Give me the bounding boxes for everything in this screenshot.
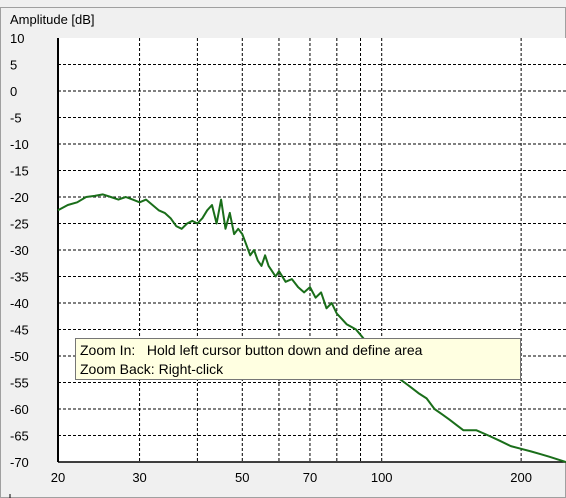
y-tick-label: -15	[10, 164, 29, 179]
y-tick-label: -55	[10, 376, 29, 391]
y-tick-label: -10	[10, 137, 29, 152]
x-tick-label: 100	[371, 470, 393, 485]
tooltip-line-zoom-back: Zoom Back: Right-click	[80, 361, 224, 377]
y-tick-label: -20	[10, 190, 29, 205]
amplitude-series-line	[57, 193, 566, 463]
y-tick-label: -65	[10, 429, 29, 444]
y-tick-label: -30	[10, 243, 29, 258]
x-tick-label: 200	[510, 470, 532, 485]
x-tick-label: 50	[235, 470, 249, 485]
y-tick-label: -25	[10, 217, 29, 232]
y-tick-label: -45	[10, 323, 29, 338]
y-tick-label: -35	[10, 270, 29, 285]
x-tick-label: 70	[303, 470, 317, 485]
y-tick-label: -50	[10, 349, 29, 364]
tooltip-line-zoom-in: Zoom In: Hold left cursor button down an…	[80, 342, 423, 358]
y-tick-label: 10	[10, 31, 24, 46]
series-layer	[57, 193, 566, 463]
y-tick-label: 5	[10, 58, 17, 73]
zoom-tooltip: Zoom In: Hold left cursor button down an…	[75, 338, 521, 380]
y-tick-label: 0	[10, 84, 17, 99]
y-tick-label: -60	[10, 402, 29, 417]
y-tick-labels: 10 5 0 -5 -10 -15 -20 -25 -30 -35 -40 -45 -50 -55 -60 -…	[10, 31, 29, 470]
grid-lines	[58, 38, 566, 462]
y-tick-label: -40	[10, 296, 29, 311]
y-tick-label: -70	[10, 455, 29, 470]
x-tick-label: 30	[132, 470, 146, 485]
x-tick-label: 20	[51, 470, 65, 485]
y-axis-title: Amplitude [dB]	[10, 12, 95, 27]
x-tick-labels: 20 30 50 70 100 200	[51, 470, 532, 485]
plot-area[interactable]	[58, 38, 566, 462]
y-tick-label: -5	[10, 111, 22, 126]
